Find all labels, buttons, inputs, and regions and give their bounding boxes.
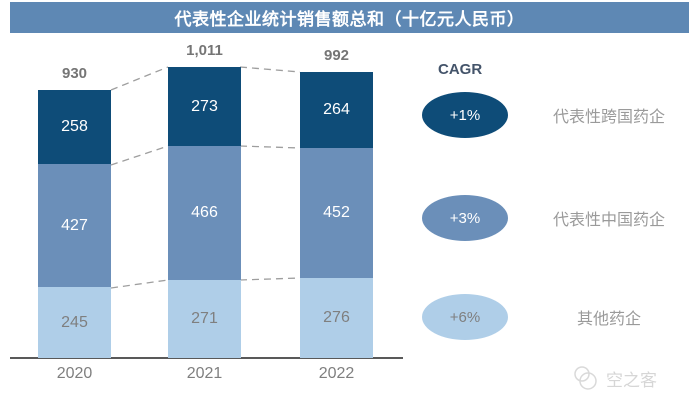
chart-title-banner: 代表性企业统计销售额总和（十亿元人民币）	[10, 2, 689, 33]
legend-label-chinese: 代表性中国药企	[552, 212, 665, 229]
cagr-heading: CAGR	[438, 61, 483, 78]
segment-other-2022: 276	[300, 278, 373, 358]
segment-chinese-2022: 452	[300, 148, 373, 278]
segment-value: 276	[323, 309, 350, 326]
cagr-ellipse-multinational: +1%	[422, 92, 508, 138]
x-axis-label-2021: 2021	[186, 365, 223, 382]
watermark-logo-icon	[574, 366, 597, 390]
segment-chinese-2020: 427	[38, 164, 111, 287]
x-axis-label-2022: 2022	[318, 365, 355, 382]
bar-2020: 930 258 427 245	[38, 65, 111, 358]
segment-value: 452	[323, 204, 350, 221]
bar-2022: 992 264 452 276	[300, 47, 373, 358]
bar-total-2020: 930	[61, 65, 88, 82]
segment-value: 273	[191, 97, 218, 115]
bar-2021: 1,011 273 466 271	[168, 42, 241, 358]
segment-value: 245	[61, 313, 88, 331]
segment-value: 264	[323, 101, 350, 118]
watermark-text: 空之客	[606, 370, 657, 390]
cagr-ellipse-other: +6%	[422, 294, 508, 340]
watermark: 空之客	[569, 365, 657, 391]
segment-multinational-2021: 273	[168, 67, 241, 146]
segment-chinese-2021: 466	[168, 146, 241, 280]
legend-label-other: 其他药企	[576, 311, 641, 328]
segment-multinational-2020: 258	[38, 90, 111, 164]
segment-value: 258	[61, 118, 88, 135]
cagr-ellipse-chinese: +3%	[422, 195, 508, 241]
chart-title: 代表性企业统计销售额总和（十亿元人民币）	[174, 10, 525, 29]
legend-label-multinational: 代表性跨国药企	[552, 109, 665, 126]
segment-value: 271	[191, 310, 218, 327]
segment-value: 466	[191, 204, 218, 221]
segment-value: 427	[61, 216, 88, 234]
x-axis-label-2020: 2020	[56, 365, 93, 382]
bar-total-2021: 1,011	[186, 42, 223, 59]
bar-total-2022: 992	[323, 47, 350, 64]
cagr-value: +1%	[449, 106, 481, 124]
cagr-value: +3%	[449, 209, 481, 227]
segment-other-2020: 245	[38, 287, 111, 358]
cagr-value: +6%	[449, 308, 481, 326]
segment-other-2021: 271	[168, 280, 241, 358]
segment-multinational-2022: 264	[300, 72, 373, 148]
